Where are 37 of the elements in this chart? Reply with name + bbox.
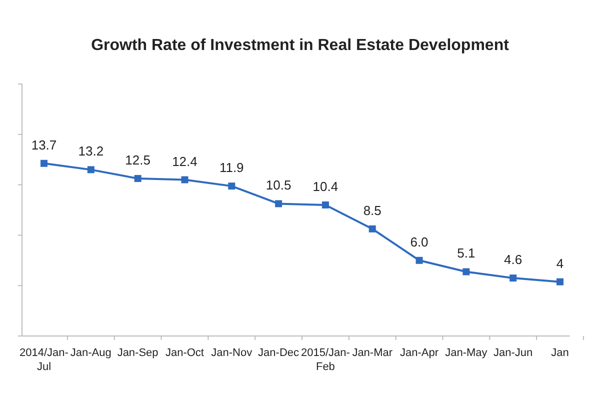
x-tick-label: Jan bbox=[551, 347, 569, 359]
x-tick-label: Jan-May bbox=[445, 347, 488, 359]
data-label: 5.1 bbox=[457, 246, 476, 261]
x-tick-label: 2014/Jan-Jul bbox=[20, 347, 69, 373]
point bbox=[462, 268, 470, 276]
data-label: 12.4 bbox=[172, 154, 198, 169]
point bbox=[181, 176, 188, 184]
data-label: 10.4 bbox=[312, 178, 338, 194]
data-label: 12.5 bbox=[125, 152, 150, 168]
x-tick-label: Jan-Jun bbox=[494, 347, 533, 359]
point bbox=[416, 256, 423, 264]
point bbox=[87, 166, 94, 174]
x-tick-label: Jan-Oct bbox=[165, 347, 204, 359]
data-label: 4.6 bbox=[504, 252, 522, 268]
data-label: 6.0 bbox=[410, 234, 428, 250]
x-tick-label: Jan-Nov bbox=[211, 347, 253, 359]
point bbox=[275, 200, 282, 208]
data-label: 4 bbox=[556, 256, 564, 271]
point bbox=[228, 182, 236, 190]
chart-title: Growth Rate of Investment in Real Estate Development bbox=[91, 37, 510, 54]
x-tick-label: Jan-Aug bbox=[70, 347, 112, 359]
data-label: 8.5 bbox=[363, 202, 382, 218]
x-tick-label: Jan-Mar bbox=[352, 347, 393, 359]
x-tick-label: Jan-Apr bbox=[400, 347, 439, 359]
point bbox=[556, 278, 564, 286]
point bbox=[134, 175, 142, 182]
data-label: 10.5 bbox=[266, 178, 292, 193]
point bbox=[40, 160, 48, 167]
x-tick-label: Jan-Sep bbox=[117, 347, 158, 359]
x-tick-label: Jan-Dec bbox=[258, 347, 300, 359]
data-label: 13.7 bbox=[31, 137, 57, 152]
point bbox=[322, 201, 329, 208]
data-label: 11.9 bbox=[219, 160, 244, 176]
x-tick-label: 2015/Jan-Feb bbox=[300, 347, 350, 373]
data-label: 13.2 bbox=[78, 144, 104, 159]
point bbox=[368, 225, 376, 232]
point bbox=[510, 274, 517, 282]
